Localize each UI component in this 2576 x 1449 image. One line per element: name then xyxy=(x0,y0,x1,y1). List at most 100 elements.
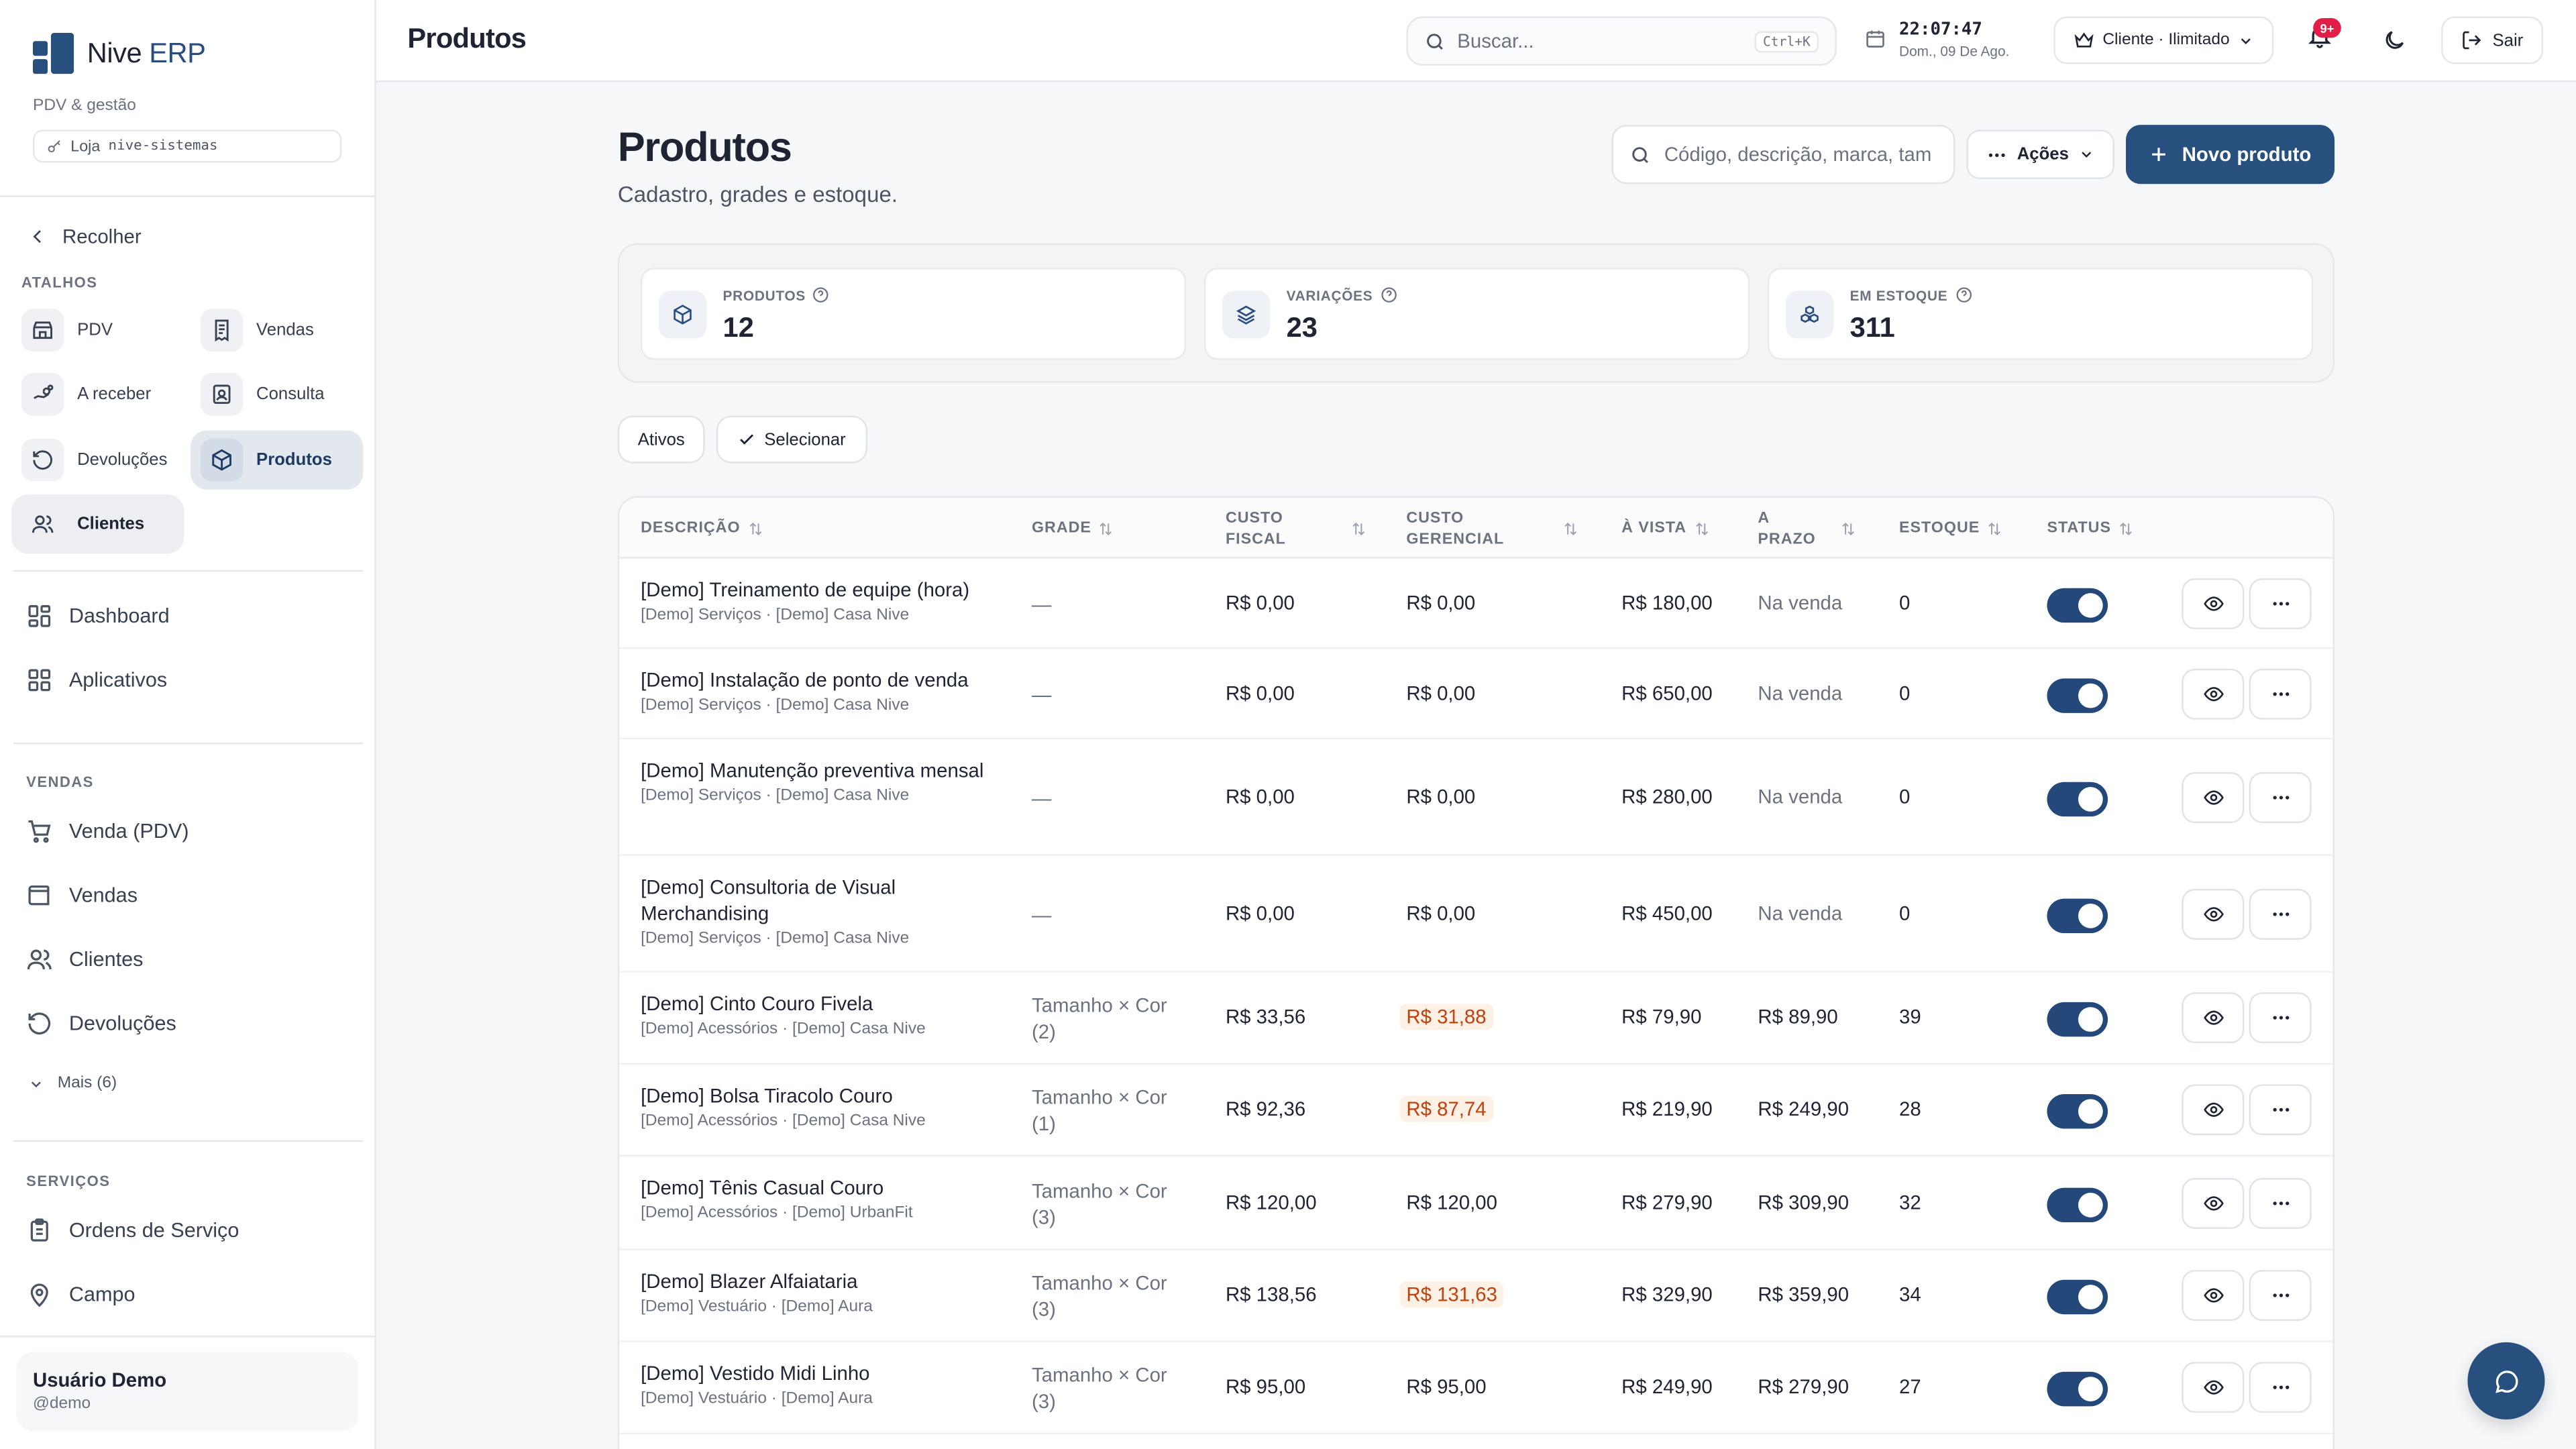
col-a-prazo[interactable]: A PRAZO xyxy=(1758,498,1856,559)
product-search-input[interactable]: Código, descrição, marca, tam xyxy=(1611,125,1955,184)
col-estoque[interactable]: ESTOQUE xyxy=(1899,498,2003,559)
nav-dashboard[interactable]: Dashboard xyxy=(26,603,170,629)
view-button[interactable] xyxy=(2182,577,2245,629)
chevron-down-icon xyxy=(2241,38,2251,44)
shortcut-a-receber[interactable]: A receber xyxy=(11,365,184,424)
custo-gerencial-value: R$ 31,88 xyxy=(1399,1004,1493,1030)
row-menu-button[interactable] xyxy=(2249,771,2312,822)
status-toggle[interactable] xyxy=(2047,781,2108,816)
view-button[interactable] xyxy=(2182,771,2245,822)
global-search-input[interactable]: Buscar... Ctrl+K xyxy=(1406,16,1837,66)
plan-dropdown[interactable]: Cliente · Ilimitado xyxy=(2053,16,2274,64)
preco-a-vista: R$ 219,90 xyxy=(1621,1097,1713,1121)
row-menu-button[interactable] xyxy=(2249,992,2312,1044)
stat-value: 23 xyxy=(1286,312,1318,343)
status-toggle[interactable] xyxy=(2047,1002,2108,1037)
grade-count: (3) xyxy=(1031,1297,1056,1321)
shortcut-clientes[interactable]: Clientes xyxy=(11,494,184,554)
col-custo-gerencial[interactable]: CUSTO GERENCIAL xyxy=(1406,498,1578,559)
users-icon xyxy=(21,502,64,545)
status-toggle[interactable] xyxy=(2047,1187,2108,1222)
nav-ordens-servico[interactable]: Ordens de Serviço xyxy=(26,1218,239,1244)
grade-label: Tamanho × Cor xyxy=(1031,994,1167,1017)
view-button[interactable] xyxy=(2182,667,2245,719)
divider xyxy=(13,1140,364,1142)
status-toggle[interactable] xyxy=(2047,1094,2108,1129)
row-menu-button[interactable] xyxy=(2249,1270,2312,1321)
estoque: 39 xyxy=(1899,1005,1921,1029)
more-horizontal-icon xyxy=(2269,1285,2291,1306)
store-chip[interactable]: Loja nive-sistemas xyxy=(32,129,342,163)
select-button[interactable]: Selecionar xyxy=(716,415,868,464)
chat-button[interactable] xyxy=(2467,1342,2545,1419)
nav-venda-pdv[interactable]: Venda (PDV) xyxy=(26,818,189,845)
table-row[interactable]: [Demo] Vestido Midi Linho [Demo] Vestuári… xyxy=(619,1342,2333,1434)
nav-clientes[interactable]: Clientes xyxy=(26,947,143,973)
shortcut-pdv[interactable]: PDV xyxy=(11,301,184,360)
calendar-icon xyxy=(1866,30,1884,48)
table-row[interactable]: [Demo] Instalação de ponto de venda [Demo… xyxy=(619,649,2333,740)
nav-aplicativos[interactable]: Aplicativos xyxy=(26,667,167,693)
status-toggle[interactable] xyxy=(2047,898,2108,932)
shortcut-vendas[interactable]: Vendas xyxy=(191,301,363,360)
table-row[interactable]: [Demo] Blazer Alfaiataria [Demo] Vestuári… xyxy=(619,1250,2333,1342)
nav-vendas[interactable]: Vendas xyxy=(26,882,138,908)
help-icon[interactable] xyxy=(1954,286,1972,304)
sort-icon xyxy=(1352,521,1365,535)
table-row[interactable]: [Demo] Treinamento de equipe (hora) [Demo… xyxy=(619,559,2333,649)
table-row[interactable]: [Demo] Cinto Couro Fivela [Demo] Acessóri… xyxy=(619,973,2333,1065)
row-menu-button[interactable] xyxy=(2249,1177,2312,1228)
table-row[interactable]: [Demo] Consultoria de Visual Merchandisi… xyxy=(619,856,2333,973)
help-icon[interactable] xyxy=(1379,286,1397,304)
custo-fiscal: R$ 0,00 xyxy=(1225,590,1295,614)
preco-a-prazo: R$ 279,90 xyxy=(1758,1375,1849,1399)
view-button[interactable] xyxy=(2182,1177,2245,1228)
row-menu-button[interactable] xyxy=(2249,1362,2312,1413)
shortcut-devolucoes[interactable]: Devoluções xyxy=(11,431,184,490)
col-a-vista[interactable]: À VISTA xyxy=(1621,498,1709,559)
row-menu-button[interactable] xyxy=(2249,577,2312,629)
product-name: [Demo] Tênis Casual Couro xyxy=(641,1176,884,1199)
sort-icon xyxy=(749,521,761,535)
logout-button[interactable]: Sair xyxy=(2441,16,2544,64)
row-menu-button[interactable] xyxy=(2249,888,2312,939)
shortcut-consulta[interactable]: Consulta xyxy=(191,365,363,424)
new-product-button[interactable]: Novo produto xyxy=(2126,125,2335,184)
col-custo-fiscal[interactable]: CUSTO FISCAL xyxy=(1226,498,1367,559)
row-menu-button[interactable] xyxy=(2249,667,2312,719)
view-button[interactable] xyxy=(2182,1362,2245,1413)
theme-toggle[interactable] xyxy=(2382,28,2407,53)
col-descricao[interactable]: DESCRIÇÃO xyxy=(641,498,763,559)
product-description: [Demo] Consultoria de Visual Merchandisi… xyxy=(641,874,994,951)
col-status[interactable]: STATUS xyxy=(2047,498,2134,559)
custo-gerencial-value: R$ 0,00 xyxy=(1406,681,1476,704)
help-icon[interactable] xyxy=(812,286,830,304)
status-toggle[interactable] xyxy=(2047,1279,2108,1315)
view-button[interactable] xyxy=(2182,1270,2245,1321)
user-card[interactable]: Usuário Demo @demo xyxy=(16,1352,358,1432)
view-button[interactable] xyxy=(2182,888,2245,939)
row-menu-button[interactable] xyxy=(2249,1084,2312,1136)
filter-ativos[interactable]: Ativos xyxy=(617,415,705,464)
status-toggle[interactable] xyxy=(2047,678,2108,712)
divider xyxy=(13,742,364,745)
product-grade: — xyxy=(1031,682,1052,706)
view-button[interactable] xyxy=(2182,1084,2245,1136)
table-row[interactable]: [Demo] Bolsa Tiracolo Couro [Demo] Acessó… xyxy=(619,1065,2333,1157)
preco-a-prazo: R$ 89,90 xyxy=(1758,1005,1838,1029)
product-description: [Demo] Instalação de ponto de venda [Demo… xyxy=(641,667,994,718)
status-toggle[interactable] xyxy=(2047,1371,2108,1407)
more-toggle[interactable]: Mais (6) xyxy=(28,1075,117,1093)
collapse-button[interactable]: Recolher xyxy=(28,225,142,248)
brand[interactable]: Nive ERP xyxy=(32,32,206,74)
col-grade[interactable]: GRADE xyxy=(1032,498,1114,559)
view-button[interactable] xyxy=(2182,992,2245,1044)
nav-campo[interactable]: Campo xyxy=(26,1281,136,1307)
shortcut-produtos[interactable]: Produtos xyxy=(191,430,364,490)
actions-dropdown[interactable]: Ações xyxy=(1966,129,2114,179)
preco-a-prazo: Na venda xyxy=(1758,681,1843,704)
status-toggle[interactable] xyxy=(2047,587,2108,622)
nav-devolucoes[interactable]: Devoluções xyxy=(26,1010,176,1036)
table-row[interactable]: [Demo] Tênis Casual Couro [Demo] Acessóri… xyxy=(619,1157,2333,1250)
table-row[interactable]: [Demo] Manutenção preventiva mensal [Demo… xyxy=(619,739,2333,856)
